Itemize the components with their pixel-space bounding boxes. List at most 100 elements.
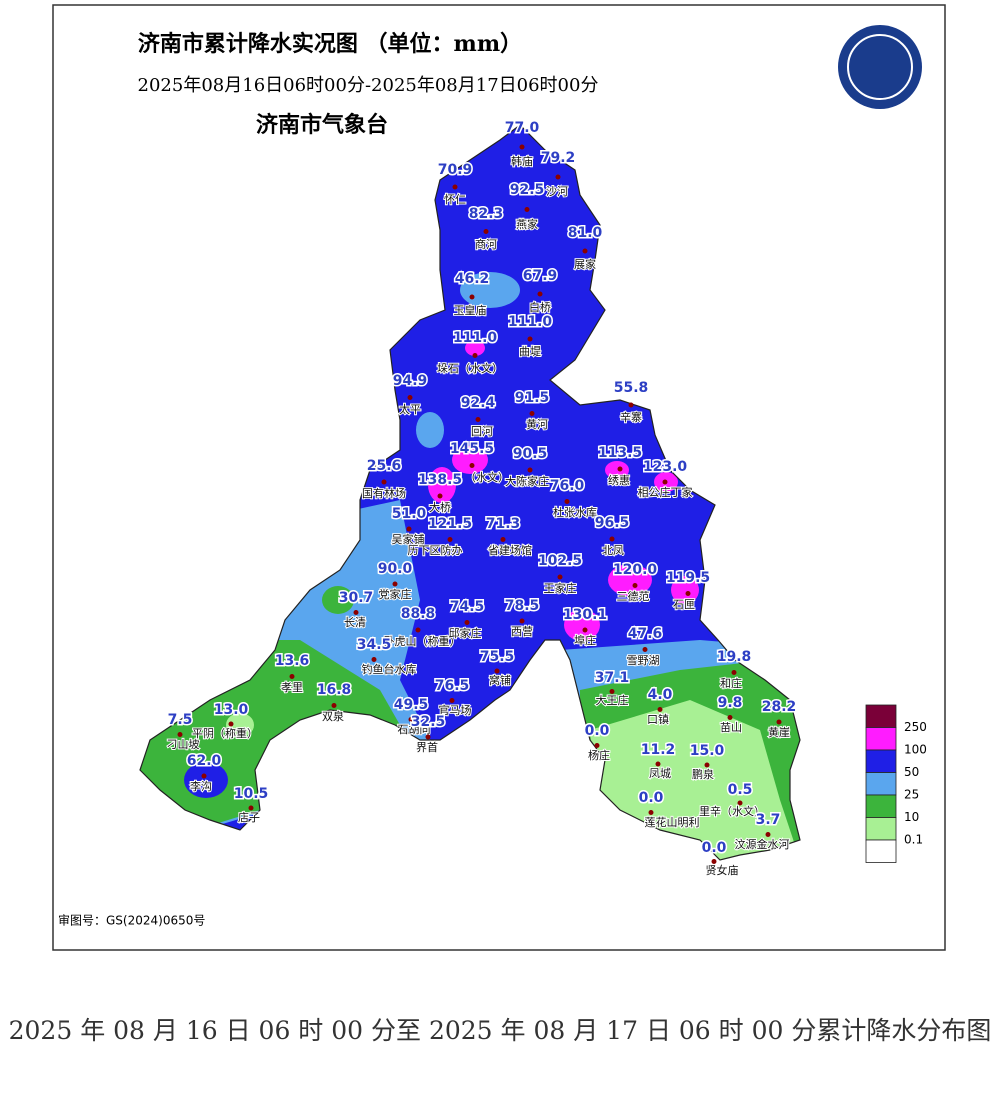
station-dot	[582, 248, 588, 254]
station-name: 西营	[511, 624, 533, 638]
station-name: 苗山	[720, 721, 742, 734]
station-dot	[594, 743, 600, 748]
station-dot	[331, 703, 337, 708]
station-value: 10.5	[234, 786, 269, 802]
station-name: 党家庄	[379, 587, 412, 601]
station-dot	[177, 732, 183, 737]
station-dot	[475, 417, 481, 422]
station-dot	[537, 291, 543, 297]
station-name: 界首	[416, 740, 438, 754]
station-dot	[494, 668, 500, 674]
station-dot	[711, 859, 717, 864]
station-name: 邱家庄	[449, 626, 482, 640]
station-name: 凤城	[649, 767, 671, 780]
station-name: 汶源金水河	[735, 837, 790, 851]
station-dot	[632, 583, 638, 588]
station-name: 埠庄	[574, 633, 596, 647]
station-dot	[657, 707, 663, 712]
station-value: 15.0	[690, 743, 725, 759]
station-dot	[564, 499, 570, 504]
station-dot	[527, 467, 533, 473]
station-name: 平阴（称重）	[192, 726, 258, 740]
station-name: 吴家铺	[392, 532, 425, 546]
station-value: 25.6	[367, 458, 402, 474]
logo	[838, 25, 922, 109]
station-dot	[628, 402, 634, 408]
station-name: 垛石（水文）	[437, 361, 503, 375]
station-value: 113.5	[598, 445, 642, 461]
station-name: 刁山坡	[167, 738, 200, 751]
station-dot	[289, 674, 295, 679]
approval-number: 审图号：GS(2024)0650号	[58, 913, 205, 928]
station-value: 77.0	[505, 120, 540, 136]
station-dot	[776, 719, 782, 725]
station-value: 9.8	[718, 695, 743, 711]
map-title: 济南市累计降水实况图 （单位：mm）	[138, 31, 522, 57]
station-name: 相公庄丁家	[638, 485, 693, 499]
station-value: 76.0	[550, 478, 585, 494]
station-dot	[557, 574, 563, 580]
station-dot	[529, 411, 535, 416]
caption: 2025 年 08 月 16 日 06 时 00 分至 2025 年 08 月 …	[8, 1016, 992, 1045]
station-dot	[662, 479, 668, 485]
station-value: 121.5	[428, 516, 472, 532]
station-value: 92.5	[510, 182, 545, 198]
station-dot	[407, 395, 413, 400]
station-name: 沙河	[546, 185, 568, 198]
station-name: 双泉	[322, 709, 344, 723]
legend-swatch	[865, 817, 897, 841]
station-value: 78.5	[505, 598, 540, 614]
legend-swatch	[865, 749, 897, 773]
legend-swatch	[865, 794, 897, 818]
station-value: 81.0	[568, 225, 603, 241]
station-name: 怀仁	[444, 193, 466, 206]
station-dot	[425, 734, 431, 740]
station-name: 黄崖	[768, 725, 790, 739]
station-dot	[392, 581, 398, 587]
station-name: 北凤	[602, 544, 624, 557]
station-name: 里辛（水文）	[699, 804, 765, 818]
station-dot	[519, 618, 525, 624]
station-value: 0.0	[702, 840, 727, 856]
station-name: 韩庙	[511, 154, 533, 168]
station-value: 94.9	[393, 373, 428, 389]
station-name: 钓鱼台水库	[362, 662, 417, 676]
station-value: 4.0	[648, 687, 673, 703]
station-value: 79.2	[541, 150, 576, 166]
station-name: 绣惠	[608, 473, 630, 487]
station-name: 省建场馆	[488, 543, 532, 557]
station-dot	[437, 493, 443, 499]
station-value: 67.9	[523, 268, 558, 284]
station-name: 燕家	[516, 217, 538, 231]
station-value: 91.5	[515, 390, 550, 406]
legend-swatch	[865, 727, 897, 751]
station-value: 11.2	[641, 742, 676, 758]
station-value: 90.5	[513, 446, 548, 462]
issuer: 济南市气象台	[256, 112, 388, 138]
station-dot	[582, 627, 588, 633]
station-dot	[524, 207, 530, 212]
station-value: 90.0	[378, 561, 413, 577]
station-dot	[449, 698, 455, 703]
station-name: 石胡同	[398, 722, 431, 736]
station-dot	[617, 466, 623, 472]
legend: 250 100 50 25 10 0.1	[865, 704, 927, 863]
station-value: 16.8	[317, 682, 352, 698]
station-name: 贤女庙	[706, 863, 739, 877]
station-name: 大王庄	[596, 693, 629, 707]
station-value: 76.5	[435, 678, 470, 694]
period: 2025年08月16日06时00分-2025年08月17日06时00分	[138, 75, 599, 96]
station-name: 李沟	[190, 779, 212, 793]
station-name: 白桥	[529, 300, 551, 314]
station-name: 大桥	[429, 500, 451, 514]
station-dot	[642, 647, 648, 652]
station-name: 杜张水库	[553, 505, 597, 519]
station-value: 71.3	[486, 516, 521, 532]
station-value: 51.0	[392, 506, 427, 522]
station-name: 长清	[344, 616, 366, 629]
station-dot	[472, 353, 478, 358]
station-dot	[655, 761, 661, 767]
station-name: 曲堤	[519, 345, 541, 358]
station-name: 雪野湖	[627, 654, 660, 667]
station-value: 111.0	[508, 314, 553, 330]
